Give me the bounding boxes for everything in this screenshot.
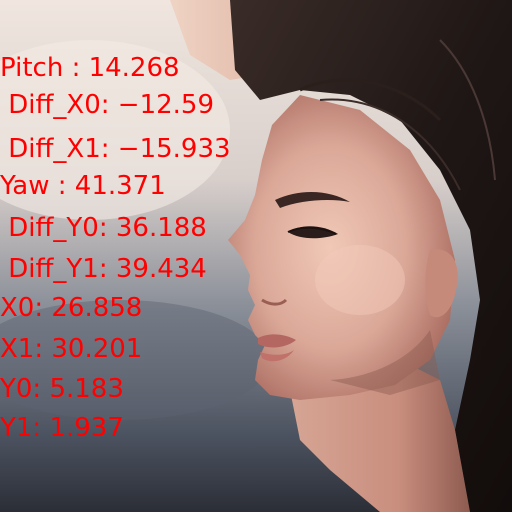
y0-value: Y0: 5.183 [0,374,124,404]
x1-value: X1: 30.201 [0,334,143,364]
x0-value: X0: 26.858 [0,293,143,323]
y1-value: Y1: 1.937 [0,413,124,443]
yaw-value: Yaw : 41.371 [0,171,166,201]
diff-x1-value: Diff_X1: −15.933 [0,134,231,164]
pitch-value: Pitch : 14.268 [0,53,180,83]
diff-y1-value: Diff_Y1: 39.434 [0,254,207,284]
diff-y0-value: Diff_Y0: 36.188 [0,213,207,243]
diff-x0-value: Diff_X0: −12.59 [0,90,215,120]
